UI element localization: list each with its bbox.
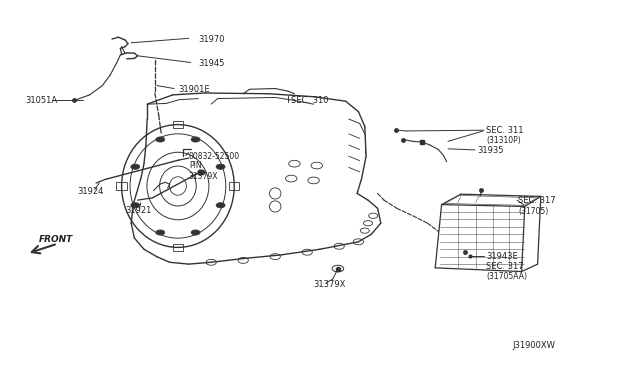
Text: 00832-52500: 00832-52500: [189, 152, 240, 161]
Text: 31901E: 31901E: [178, 85, 209, 94]
Text: PIN: PIN: [189, 161, 202, 170]
Circle shape: [191, 137, 200, 142]
Text: SEC. 317: SEC. 317: [518, 196, 556, 205]
Circle shape: [191, 230, 200, 235]
Circle shape: [131, 164, 140, 169]
Text: SEC. 310: SEC. 310: [291, 96, 329, 105]
Circle shape: [216, 203, 225, 208]
Circle shape: [216, 164, 225, 169]
Text: SEC. 311: SEC. 311: [486, 126, 524, 135]
Circle shape: [131, 203, 140, 208]
Text: (31705AA): (31705AA): [486, 272, 527, 281]
Text: FRONT: FRONT: [38, 235, 73, 244]
Bar: [229, 182, 239, 190]
Circle shape: [156, 137, 164, 142]
Text: 31379X: 31379X: [189, 172, 218, 181]
Text: 31921: 31921: [125, 206, 151, 215]
Text: 31379X: 31379X: [314, 280, 346, 289]
Text: SEC. 317: SEC. 317: [486, 262, 524, 271]
Bar: [173, 244, 183, 251]
Bar: [116, 182, 127, 190]
Text: 31943E: 31943E: [486, 252, 518, 261]
Text: (31310P): (31310P): [486, 136, 521, 145]
Text: 31945: 31945: [198, 59, 225, 68]
Text: (31705): (31705): [518, 207, 548, 216]
Text: 31935: 31935: [477, 146, 503, 155]
Text: 31970: 31970: [198, 35, 225, 44]
Bar: [173, 121, 183, 128]
Text: 31051A: 31051A: [26, 96, 58, 105]
Circle shape: [156, 230, 164, 235]
Text: J31900XW: J31900XW: [512, 341, 555, 350]
Text: 31924: 31924: [77, 187, 103, 196]
